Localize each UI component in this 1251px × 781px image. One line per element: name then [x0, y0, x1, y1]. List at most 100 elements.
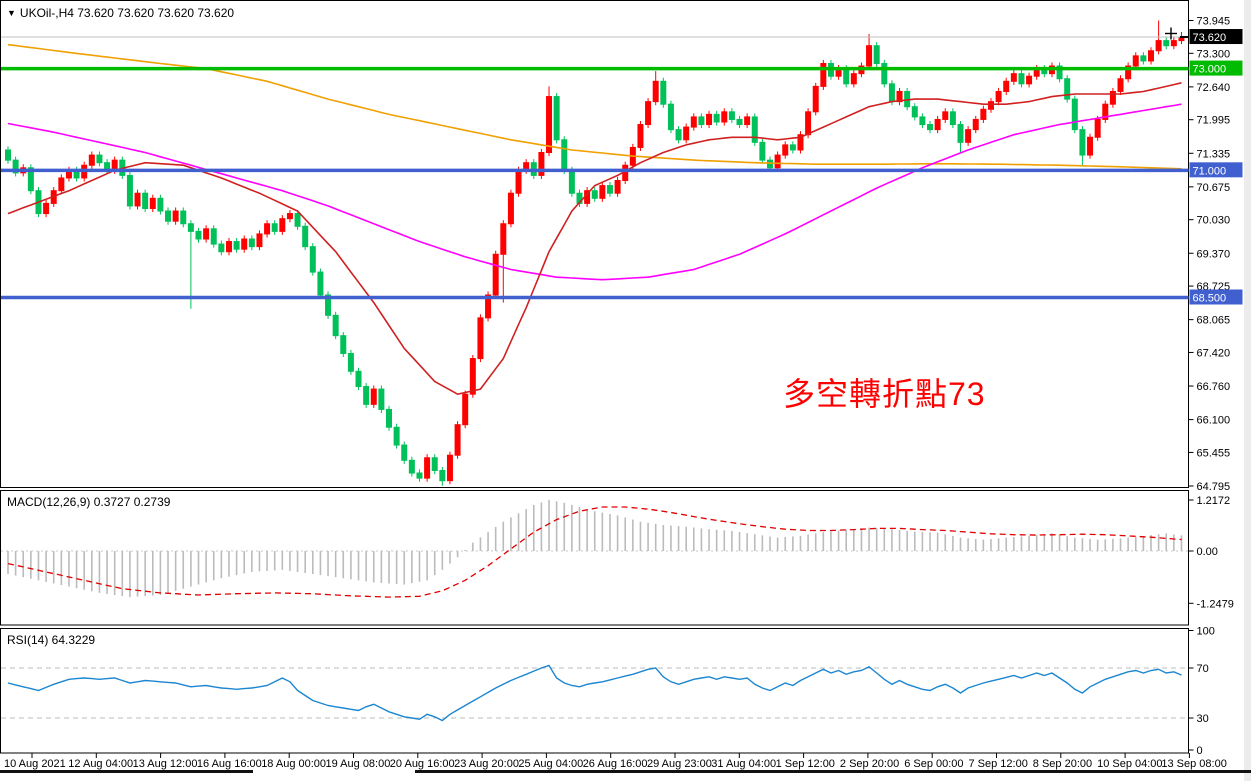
- candle-bull: [934, 118, 941, 131]
- rsi-line: [7, 664, 1182, 722]
- blue-hline-badge: [1189, 289, 1243, 305]
- price-tick-label: 67.420: [1197, 347, 1231, 359]
- candle-bull: [1125, 65, 1132, 80]
- candle-bull: [683, 126, 690, 141]
- candle-bull: [706, 113, 713, 126]
- current-price-badge-label: 73.620: [1193, 32, 1227, 44]
- time-tick-label: 25 Aug 04:00: [518, 758, 583, 770]
- price-tick-label: 73.945: [1197, 16, 1231, 28]
- candle-bear: [248, 238, 255, 248]
- candle-bear: [195, 230, 202, 240]
- rsi-tick-label: 70: [1197, 663, 1209, 675]
- time-tick-label: 29 Aug 23:00: [647, 758, 712, 770]
- candle-bear: [911, 106, 918, 118]
- candle-bear: [553, 96, 560, 141]
- candle-bull: [424, 457, 431, 479]
- candle-bull: [690, 116, 697, 128]
- rsi-tick-label: 30: [1197, 713, 1209, 725]
- candle-bull: [1117, 78, 1124, 92]
- candle-bear: [1140, 55, 1147, 62]
- time-tick-label: 18 Aug 00:00: [261, 758, 326, 770]
- candle-bull: [1094, 118, 1101, 138]
- candle-bear: [142, 192, 149, 209]
- current-price-badge: [1189, 29, 1243, 45]
- macd-signal-line: [7, 506, 1182, 598]
- candle-bear: [187, 223, 194, 232]
- candle-bear: [759, 141, 766, 161]
- candle-bull: [797, 134, 804, 151]
- time-tick-label: 13 Aug 12:00: [133, 758, 198, 770]
- candle-bull: [1087, 136, 1094, 156]
- candle-bear: [271, 223, 278, 232]
- candle-bull: [782, 144, 789, 156]
- chart-title: ▼ UKOil-,H4 73.620 73.620 73.620 73.620: [7, 6, 234, 20]
- candle-bull: [256, 233, 263, 248]
- green-hline-badge: [1189, 60, 1243, 76]
- candle-bear: [1071, 98, 1078, 131]
- candle-bear: [96, 154, 103, 164]
- candle-bull: [995, 90, 1002, 103]
- candle-bear: [165, 210, 172, 222]
- candle-bear: [843, 68, 850, 85]
- time-tick-label: 10 Sep 04:00: [1097, 758, 1162, 770]
- candle-bull: [1109, 90, 1116, 105]
- candle-bull: [637, 124, 644, 148]
- candle-bull: [500, 223, 507, 255]
- candle-bull: [1148, 50, 1154, 62]
- candle-bear: [1163, 40, 1170, 47]
- candle-bear: [378, 388, 385, 410]
- candle-bull: [987, 101, 994, 110]
- candle-bear: [347, 352, 354, 372]
- candle-bear: [568, 169, 575, 194]
- candle-bear: [302, 225, 309, 248]
- time-tick-label: 6 Sep 00:00: [904, 758, 963, 770]
- price-tick-label: 68.065: [1197, 315, 1231, 327]
- candle-bear: [1056, 65, 1063, 80]
- candle-bull: [446, 454, 453, 482]
- candle-bull: [980, 108, 987, 120]
- rsi-tick-label: 100: [1197, 626, 1215, 638]
- candle-bear: [675, 129, 682, 141]
- candle-bear: [126, 174, 133, 207]
- candle-bear: [309, 246, 316, 273]
- blue-hline-badge-label: 71.000: [1193, 165, 1227, 177]
- candle-bull: [225, 241, 232, 253]
- candle-bull: [58, 177, 65, 192]
- time-tick-label: 23 Aug 20:00: [454, 758, 519, 770]
- candle-bear: [767, 159, 773, 169]
- candle-bear: [881, 62, 888, 85]
- candle-bull: [507, 192, 514, 225]
- price-tick-label: 66.760: [1197, 381, 1231, 393]
- candle-bull: [1010, 73, 1017, 82]
- chart-title-text: UKOil-,H4 73.620 73.620 73.620 73.620: [19, 6, 235, 20]
- candle-bear: [294, 213, 301, 227]
- candle-bear: [408, 459, 415, 474]
- candle-bear: [363, 386, 370, 405]
- price-tick-label: 66.100: [1197, 415, 1231, 427]
- price-tick-label: 65.455: [1197, 447, 1231, 459]
- candle-bull: [492, 253, 499, 296]
- candle-bull: [820, 62, 827, 87]
- candle-bear: [233, 241, 240, 250]
- time-tick-label: 2 Sep 20:00: [840, 758, 899, 770]
- symbol-dropdown-icon[interactable]: ▼: [7, 8, 16, 18]
- candle-bull: [614, 179, 621, 194]
- candle-bull: [721, 111, 728, 123]
- candle-bull: [850, 73, 857, 85]
- candle-bull: [599, 185, 606, 199]
- candle-bear: [698, 116, 705, 126]
- candle-bull: [812, 85, 819, 113]
- candle-bull: [454, 424, 461, 456]
- time-tick-label: 20 Aug 16:00: [390, 758, 455, 770]
- candle-bear: [325, 294, 332, 316]
- candle-bear: [888, 83, 895, 103]
- candle-bull: [744, 116, 751, 126]
- candle-bear: [957, 124, 964, 143]
- candle-bull: [485, 294, 492, 319]
- candle-bull: [805, 111, 812, 136]
- time-tick-label: 13 Sep 08:00: [1161, 758, 1226, 770]
- candle-bear: [713, 113, 720, 123]
- macd-tick-label: 0.00: [1197, 546, 1218, 558]
